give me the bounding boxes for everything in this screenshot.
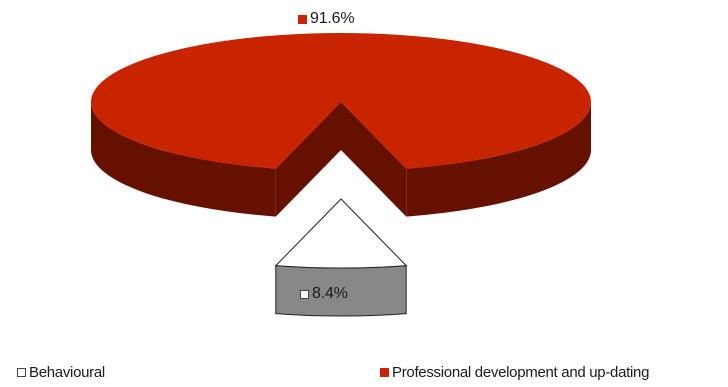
data-label-behavioural: 8.4% [300, 285, 348, 303]
data-label-professional: 91.6% [298, 10, 355, 28]
legend-professional-swatch [380, 368, 389, 377]
data-label-behavioural-text: 8.4% [312, 285, 348, 302]
slice-professional-cut-wall-right [341, 102, 407, 217]
legend-behavioural-label: Behavioural [29, 364, 105, 381]
legend-professional-label: Professional development and up-dating [392, 364, 650, 381]
legend-item-behavioural: Behavioural [17, 364, 105, 381]
slice-professional-side-left [91, 102, 276, 217]
slice-professional-cut-wall-left [275, 102, 341, 217]
slice-professional-top [91, 32, 591, 169]
data-label-professional-swatch [298, 14, 307, 24]
data-label-professional-text: 91.6% [310, 10, 355, 27]
legend-item-professional: Professional development and up-dating [380, 364, 649, 381]
data-label-behavioural-swatch [300, 289, 309, 299]
slice-behavioural-top [274, 198, 408, 269]
slice-professional-side-right [406, 102, 591, 217]
legend-behavioural-swatch [17, 368, 26, 377]
